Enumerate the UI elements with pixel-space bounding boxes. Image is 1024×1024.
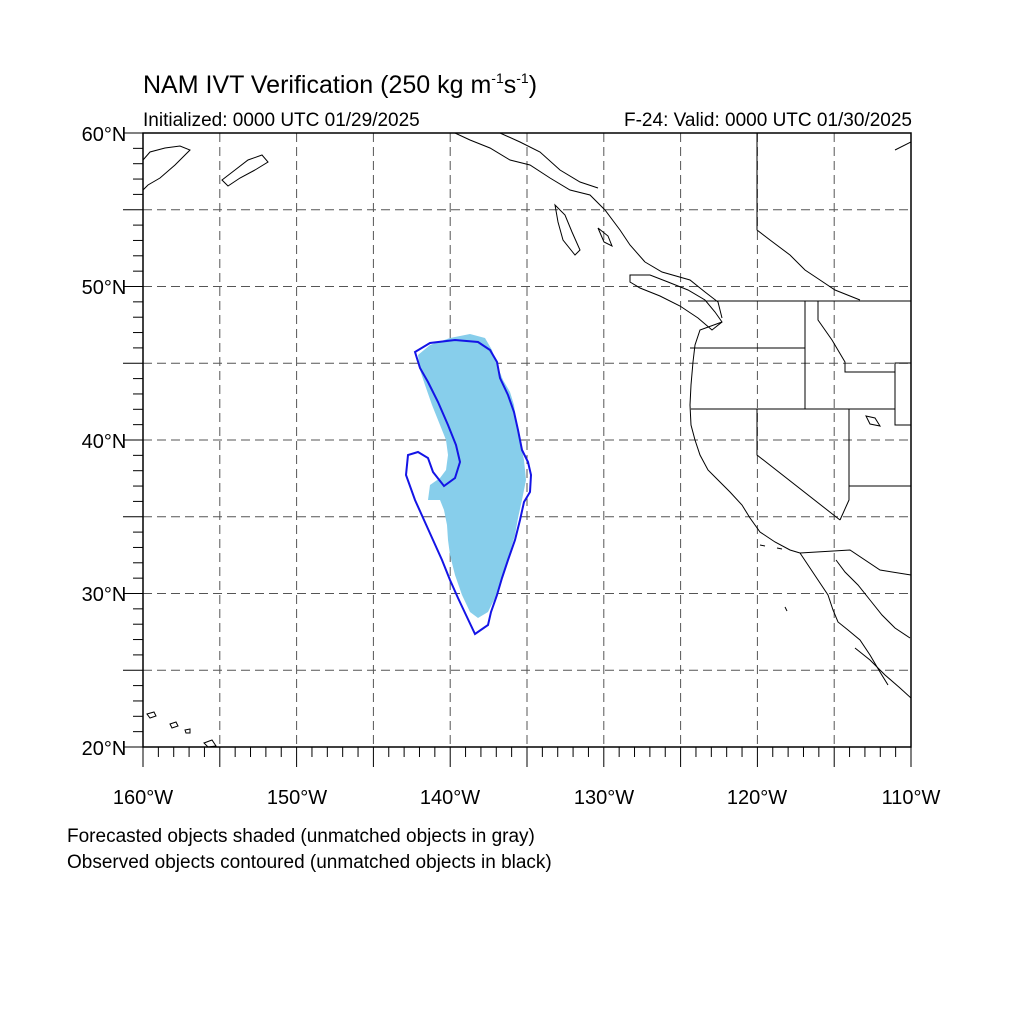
observed-note: Observed objects contoured (unmatched ob… [67,852,552,873]
coastlines [143,133,911,747]
forecast-object [418,334,526,618]
lon-label-150w: 150°W [267,787,327,809]
lat-label-30n: 30°N [82,584,127,606]
lon-label-120w: 120°W [727,787,787,809]
axis-ticks [123,132,912,767]
lon-label-130w: 130°W [574,787,634,809]
initialized-label: Initialized: 0000 UTC 01/29/2025 [143,110,420,131]
lon-label-160w: 160°W [113,787,173,809]
lon-label-140w: 140°W [420,787,480,809]
lat-label-40n: 40°N [82,431,127,453]
lon-label-110w: 110°W [882,787,941,809]
lat-label-50n: 50°N [82,277,127,299]
observed-object [404,338,533,636]
valid-time-label: F-24: Valid: 0000 UTC 01/30/2025 [624,110,912,131]
map-gridlines [143,133,911,747]
lat-label-60n: 60°N [82,124,127,146]
forecast-note: Forecasted objects shaded (unmatched obj… [67,826,535,847]
chart-title: NAM IVT Verification (250 kg m-1s-1) [143,70,538,99]
lat-label-20n: 20°N [82,738,127,760]
